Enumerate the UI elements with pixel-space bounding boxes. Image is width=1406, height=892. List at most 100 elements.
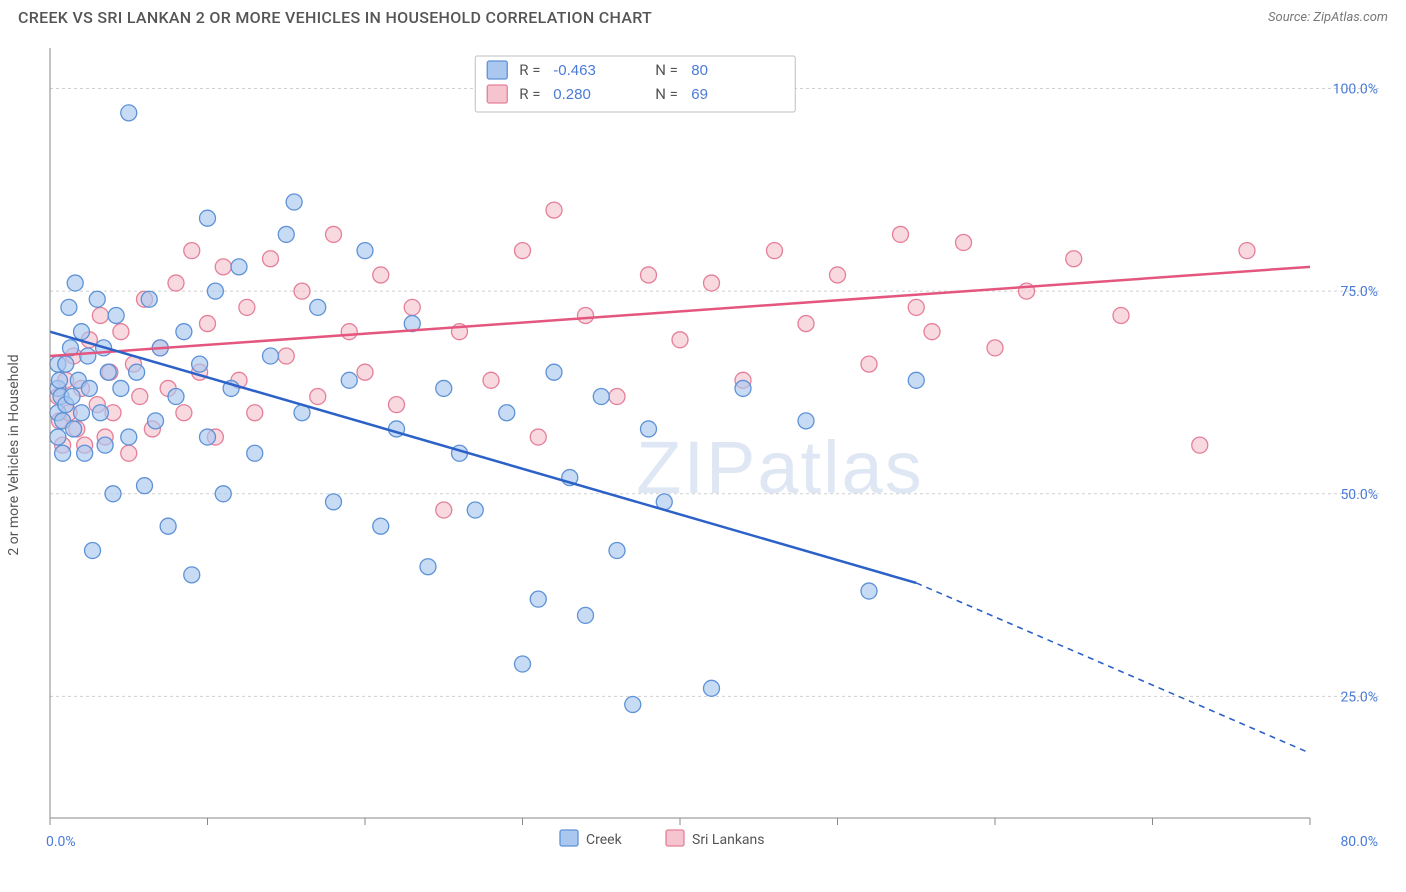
stats-N-value: 69 bbox=[691, 86, 708, 103]
data-point-creek bbox=[704, 680, 720, 696]
data-point-creek bbox=[373, 518, 389, 534]
data-point-srilankans bbox=[1113, 307, 1129, 323]
data-point-srilankans bbox=[987, 340, 1003, 356]
data-point-creek bbox=[148, 413, 164, 429]
stats-R-value: -0.463 bbox=[553, 62, 596, 79]
data-point-creek bbox=[89, 291, 105, 307]
data-point-creek bbox=[108, 307, 124, 323]
data-point-creek bbox=[798, 413, 814, 429]
data-point-srilankans bbox=[341, 324, 357, 340]
data-point-srilankans bbox=[113, 324, 129, 340]
data-point-creek bbox=[67, 275, 83, 291]
data-point-creek bbox=[499, 405, 515, 421]
data-point-srilankans bbox=[672, 332, 688, 348]
stats-N-label: N = bbox=[655, 85, 678, 103]
data-point-creek bbox=[81, 380, 97, 396]
data-point-creek bbox=[74, 324, 90, 340]
legend-label-srilankans: Sri Lankans bbox=[692, 832, 765, 848]
data-point-srilankans bbox=[956, 235, 972, 251]
data-point-srilankans bbox=[1066, 251, 1082, 267]
data-point-creek bbox=[341, 372, 357, 388]
data-point-srilankans bbox=[92, 307, 108, 323]
data-point-creek bbox=[625, 697, 641, 713]
data-point-srilankans bbox=[830, 267, 846, 283]
data-point-srilankans bbox=[530, 429, 546, 445]
stats-N-label: N = bbox=[655, 61, 678, 79]
legend-swatch-srilankans bbox=[666, 830, 684, 846]
y-tick-label: 50.0% bbox=[1340, 487, 1378, 503]
data-point-srilankans bbox=[546, 202, 562, 218]
data-point-creek bbox=[861, 583, 877, 599]
legend-label-creek: Creek bbox=[586, 832, 623, 848]
data-point-srilankans bbox=[908, 299, 924, 315]
data-point-srilankans bbox=[278, 348, 294, 364]
data-point-srilankans bbox=[893, 226, 909, 242]
stats-R-label: R = bbox=[519, 85, 540, 103]
data-point-srilankans bbox=[924, 324, 940, 340]
data-point-creek bbox=[200, 429, 216, 445]
data-point-srilankans bbox=[1192, 437, 1208, 453]
data-point-srilankans bbox=[294, 283, 310, 299]
data-point-creek bbox=[231, 259, 247, 275]
data-point-creek bbox=[908, 372, 924, 388]
data-point-srilankans bbox=[861, 356, 877, 372]
data-point-srilankans bbox=[1239, 243, 1255, 259]
data-point-srilankans bbox=[239, 299, 255, 315]
data-point-creek bbox=[85, 543, 101, 559]
data-point-creek bbox=[192, 356, 208, 372]
data-point-srilankans bbox=[578, 307, 594, 323]
data-point-creek bbox=[326, 494, 342, 510]
data-point-srilankans bbox=[373, 267, 389, 283]
data-point-creek bbox=[113, 380, 129, 396]
data-point-creek bbox=[176, 324, 192, 340]
data-point-creek bbox=[546, 364, 562, 380]
data-point-creek bbox=[97, 437, 113, 453]
data-point-srilankans bbox=[704, 275, 720, 291]
watermark: ZIPatlas bbox=[636, 426, 923, 509]
data-point-creek bbox=[129, 364, 145, 380]
data-point-srilankans bbox=[200, 316, 216, 332]
data-point-srilankans bbox=[168, 275, 184, 291]
data-point-creek bbox=[51, 372, 67, 388]
chart-header: CREEK VS SRI LANKAN 2 OR MORE VEHICLES I… bbox=[0, 0, 1406, 33]
data-point-srilankans bbox=[609, 389, 625, 405]
data-point-creek bbox=[184, 567, 200, 583]
data-point-srilankans bbox=[404, 299, 420, 315]
data-point-creek bbox=[105, 486, 121, 502]
x-tick-label: 80.0% bbox=[1340, 834, 1378, 850]
data-point-creek bbox=[137, 478, 153, 494]
data-point-creek bbox=[66, 421, 82, 437]
data-point-creek bbox=[55, 445, 71, 461]
data-point-srilankans bbox=[176, 405, 192, 421]
data-point-creek bbox=[121, 429, 137, 445]
stats-swatch bbox=[487, 61, 507, 79]
data-point-srilankans bbox=[436, 502, 452, 518]
data-point-creek bbox=[77, 445, 93, 461]
data-point-srilankans bbox=[798, 316, 814, 332]
chart-source: Source: ZipAtlas.com bbox=[1268, 10, 1388, 25]
data-point-creek bbox=[530, 591, 546, 607]
data-point-creek bbox=[61, 299, 77, 315]
data-point-creek bbox=[263, 348, 279, 364]
data-point-creek bbox=[247, 445, 263, 461]
chart-title: CREEK VS SRI LANKAN 2 OR MORE VEHICLES I… bbox=[18, 8, 652, 27]
data-point-srilankans bbox=[641, 267, 657, 283]
data-point-creek bbox=[515, 656, 531, 672]
legend-swatch-creek bbox=[560, 830, 578, 846]
data-point-srilankans bbox=[263, 251, 279, 267]
data-point-creek bbox=[141, 291, 157, 307]
data-point-creek bbox=[92, 405, 108, 421]
data-point-creek bbox=[593, 389, 609, 405]
data-point-srilankans bbox=[184, 243, 200, 259]
data-point-creek bbox=[578, 607, 594, 623]
data-point-creek bbox=[215, 486, 231, 502]
data-point-creek bbox=[357, 243, 373, 259]
stats-N-value: 80 bbox=[691, 62, 708, 79]
data-point-creek bbox=[420, 559, 436, 575]
scatter-chart: 25.0%50.0%75.0%100.0%ZIPatlas0.0%80.0%Cr… bbox=[20, 38, 1388, 872]
data-point-creek bbox=[160, 518, 176, 534]
data-point-srilankans bbox=[326, 226, 342, 242]
data-point-creek bbox=[310, 299, 326, 315]
data-point-creek bbox=[100, 364, 116, 380]
data-point-creek bbox=[278, 226, 294, 242]
